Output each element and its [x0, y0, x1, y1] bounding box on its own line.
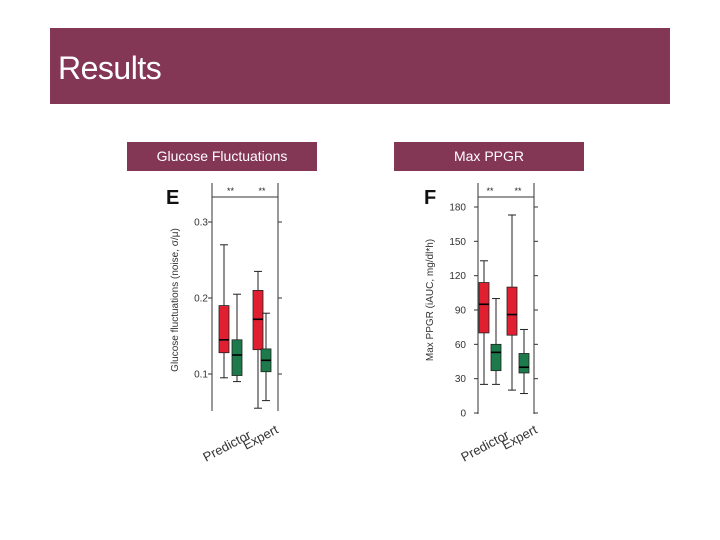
- y-axis-label: Glucose fluctuations (noise, σ/μ): [170, 228, 181, 372]
- category-label: Expert: [499, 422, 540, 453]
- right-panel-header: Max PPGR: [394, 142, 584, 171]
- y-tick-label: 0.1: [194, 370, 208, 381]
- panel-letter-F: F: [424, 187, 436, 209]
- y-tick-label: 0: [460, 409, 466, 420]
- left-panel-header: Glucose Fluctuations: [127, 142, 317, 171]
- box-expert: [490, 343, 502, 372]
- significance-marker: **: [227, 186, 235, 196]
- box-expert: [231, 339, 243, 376]
- category-label: Expert: [240, 422, 281, 453]
- y-tick-label: 30: [455, 374, 467, 385]
- significance-marker: **: [514, 186, 522, 196]
- box-predictor: [218, 305, 230, 354]
- significance-marker: **: [258, 186, 266, 196]
- y-tick-label: 0.2: [194, 294, 208, 305]
- y-axis-label: Max PPGR (iAUC, mg/dl*h): [425, 239, 436, 361]
- y-tick-label: 150: [449, 237, 466, 248]
- box-predictor: [478, 282, 490, 334]
- y-tick-label: 90: [455, 306, 467, 317]
- slide-title: Results: [58, 50, 162, 86]
- box-predictor: [506, 286, 518, 336]
- y-tick-label: 180: [449, 203, 466, 214]
- significance-marker: **: [486, 186, 494, 196]
- y-tick-label: 60: [455, 340, 467, 351]
- panel-letter-E: E: [166, 187, 179, 209]
- y-tick-label: 120: [449, 271, 466, 282]
- box-expert: [518, 353, 530, 374]
- title-banner: Results: [50, 28, 670, 104]
- y-tick-label: 0.3: [194, 218, 208, 229]
